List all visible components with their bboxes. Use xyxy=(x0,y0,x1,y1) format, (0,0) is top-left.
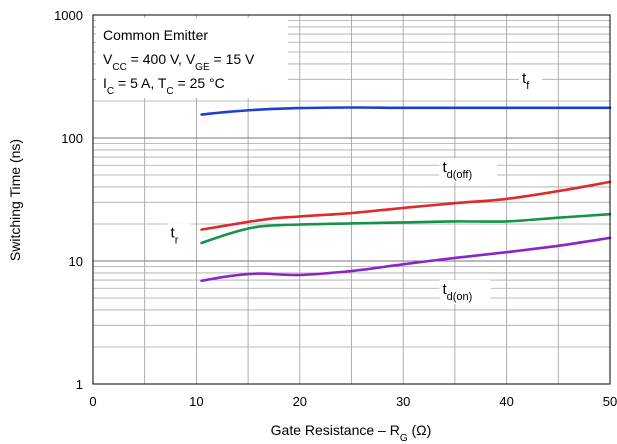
series-label-sub: r xyxy=(175,235,179,247)
x-tick-label: 0 xyxy=(89,394,96,409)
x-axis-title: Gate Resistance – RG (Ω) xyxy=(271,422,432,444)
plot-frame xyxy=(92,14,611,385)
series-label-td(on): td(on) xyxy=(442,281,472,303)
condition-text: V xyxy=(103,51,113,67)
condition-text: Common Emitter xyxy=(103,27,208,43)
condition-subscript: C xyxy=(166,86,173,97)
condition-line: IC = 5 A, TC = 25 °C xyxy=(103,75,225,97)
series-line-tr xyxy=(200,212,612,245)
series-label-background xyxy=(167,223,191,248)
series-label-sub: f xyxy=(526,80,530,92)
condition-text: = 400 V, V xyxy=(127,51,196,67)
x-tick-label: 30 xyxy=(396,394,410,409)
y-tick-label: 1000 xyxy=(54,8,83,23)
condition-subscript: GE xyxy=(195,62,210,73)
series-label-sub: d(off) xyxy=(447,169,472,181)
conditions-box-background xyxy=(96,18,288,98)
series-label-background xyxy=(439,157,498,182)
series-label-main: t xyxy=(171,225,176,242)
series-label-background xyxy=(519,68,543,93)
y-tick-label: 1 xyxy=(76,377,83,392)
condition-line: VCC = 400 V, VGE = 15 V xyxy=(103,51,255,73)
x-tick-label: 20 xyxy=(293,394,307,409)
x-tick-label: 50 xyxy=(603,394,617,409)
series-label-sub: d(on) xyxy=(447,291,473,303)
condition-subscript: CC xyxy=(112,62,126,73)
x-tick-label: 40 xyxy=(499,394,513,409)
x-axis-title-unit: (Ω) xyxy=(408,422,432,438)
series-lines xyxy=(200,106,612,283)
series-line-td(off) xyxy=(200,180,612,231)
y-axis-title: Switching Time (ns) xyxy=(7,139,23,261)
x-axis-title-main: Gate Resistance – R xyxy=(271,422,400,438)
series-label-tf: tf xyxy=(522,70,530,92)
series-line-td(on) xyxy=(200,236,612,283)
y-tick-label: 100 xyxy=(61,131,83,146)
condition-text: = 25 °C xyxy=(174,75,225,91)
series-label-td(off): td(off) xyxy=(442,159,472,181)
series-label-main: t xyxy=(522,70,527,87)
x-tick-labels: 0 10 20 30 40 50 xyxy=(89,394,617,409)
x-axis-title-sub: G xyxy=(400,433,408,444)
series-label-main: t xyxy=(442,159,447,176)
series-label-main: t xyxy=(442,281,447,298)
condition-text: = 15 V xyxy=(210,51,255,67)
condition-line: Common Emitter xyxy=(103,27,208,43)
x-tick-label: 10 xyxy=(189,394,203,409)
condition-subscript: C xyxy=(107,86,114,97)
series-line-tf xyxy=(200,106,612,116)
series-label-background xyxy=(439,279,491,304)
condition-text: I xyxy=(103,75,107,91)
y-tick-label: 10 xyxy=(69,254,83,269)
series-label-tr: tr xyxy=(171,225,179,247)
y-tick-labels: 1 10 100 1000 xyxy=(54,8,83,392)
condition-text: = 5 A, T xyxy=(114,75,167,91)
